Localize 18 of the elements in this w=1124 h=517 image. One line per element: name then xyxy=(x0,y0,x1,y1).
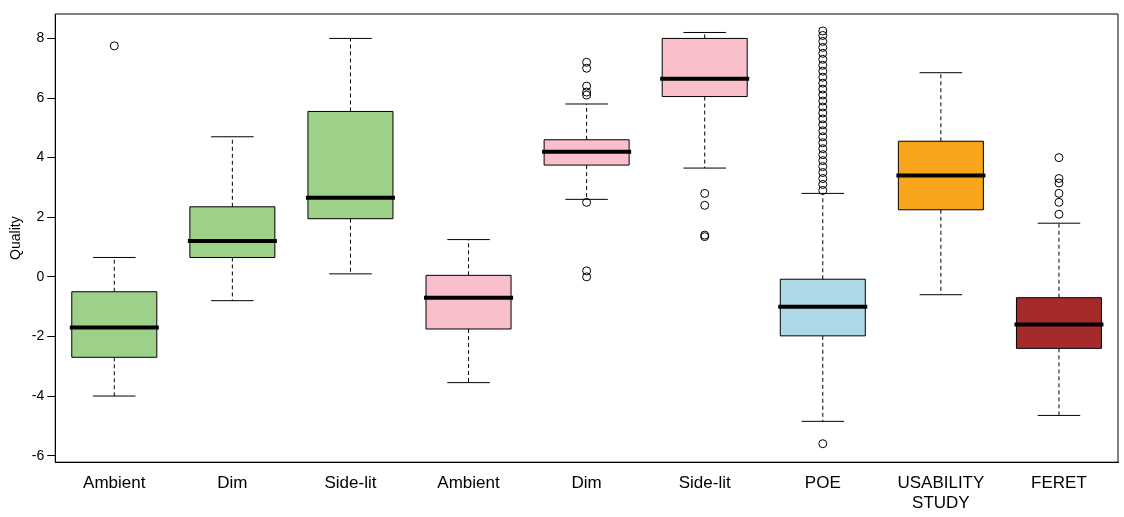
y-tick-label: 6 xyxy=(36,88,45,105)
x-tick-label: Side-lit xyxy=(324,473,377,493)
x-tick-label: Ambient xyxy=(437,473,500,493)
y-tick-label: 2 xyxy=(36,208,45,225)
x-tick-label: POE xyxy=(804,473,841,493)
x-tick-label: Dim xyxy=(571,473,602,493)
x-tick-label: Ambient xyxy=(83,473,146,493)
y-tick-label: -4 xyxy=(31,386,45,403)
y-tick-label: -6 xyxy=(31,446,45,463)
y-tick-label: 8 xyxy=(36,29,45,46)
y-tick-label: 0 xyxy=(36,267,45,284)
x-tick-label: Dim xyxy=(217,473,248,493)
x-tick-label: USABILITY STUDY xyxy=(897,473,985,513)
y-tick-label: 4 xyxy=(36,148,45,165)
y-tick-label: -2 xyxy=(31,327,45,344)
y-axis-title: Quality xyxy=(7,216,24,260)
x-tick-label: FERET xyxy=(1031,473,1087,493)
x-tick-label: Side-lit xyxy=(678,473,731,493)
